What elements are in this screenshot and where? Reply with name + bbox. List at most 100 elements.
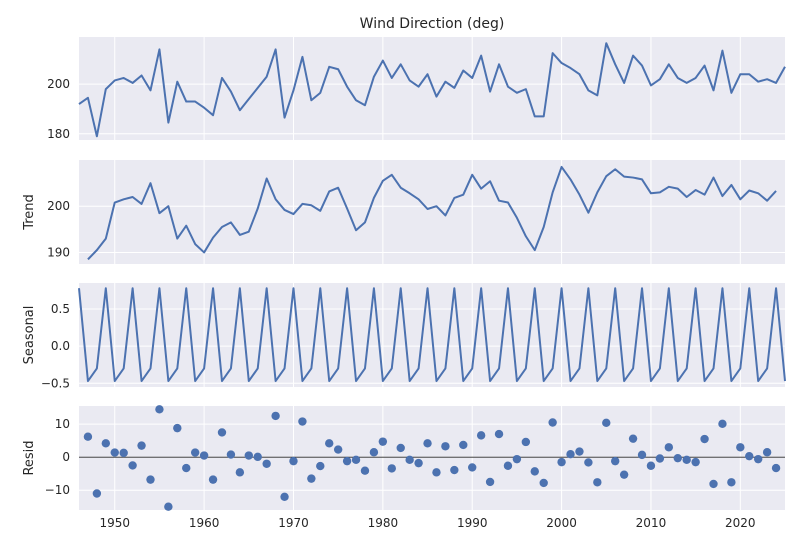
- resid-point: [745, 451, 754, 461]
- resid-y-tick-label: 0: [62, 450, 70, 464]
- resid-point: [673, 453, 682, 463]
- resid-point: [369, 448, 379, 457]
- resid-point: [753, 454, 763, 464]
- resid-point: [92, 489, 102, 498]
- observed-y-tick-label: 180: [47, 127, 70, 141]
- resid-point: [530, 467, 539, 476]
- resid-point: [718, 419, 727, 429]
- resid-y-tick-label: 10: [55, 417, 70, 431]
- resid-point: [602, 418, 611, 428]
- resid-point: [244, 451, 253, 460]
- resid-point: [164, 502, 173, 511]
- seasonal-y-tick-label: −0.5: [41, 376, 70, 390]
- resid-point: [378, 437, 388, 446]
- resid-point: [182, 463, 191, 473]
- resid-point: [468, 463, 477, 472]
- resid-point: [351, 455, 361, 465]
- resid-point: [432, 468, 441, 477]
- resid-point: [476, 431, 486, 440]
- resid-point: [128, 461, 137, 470]
- resid-point: [423, 439, 432, 448]
- resid-point: [253, 452, 262, 462]
- resid-point: [664, 443, 674, 452]
- seasonal-y-axis-label: Seasonal: [22, 306, 37, 365]
- resid-point: [316, 461, 325, 471]
- x-tick-label: 2010: [636, 516, 667, 530]
- resid-point: [503, 461, 513, 470]
- chart-title: Wind Direction (deg): [360, 16, 505, 32]
- resid-point: [387, 464, 396, 473]
- resid-point: [280, 492, 289, 501]
- resid-point: [682, 455, 691, 465]
- resid-point: [619, 470, 629, 479]
- resid-point: [137, 441, 146, 450]
- resid-point: [396, 443, 405, 453]
- resid-point: [235, 468, 245, 477]
- resid-point: [762, 448, 772, 457]
- resid-point: [146, 475, 155, 484]
- resid-point: [485, 477, 495, 487]
- resid-point: [557, 457, 566, 467]
- resid-point: [190, 448, 200, 457]
- resid-point: [325, 439, 334, 448]
- resid-panel-background: [79, 406, 785, 510]
- x-tick-label: 2020: [725, 516, 756, 530]
- resid-point: [110, 448, 119, 457]
- observed-panel-background: [79, 37, 785, 140]
- observed-y-tick-label: 200: [47, 77, 70, 91]
- resid-point: [494, 429, 504, 439]
- resid-point: [289, 456, 298, 466]
- resid-point: [611, 456, 620, 466]
- resid-point: [155, 405, 164, 414]
- observed-series-line: [78, 42, 786, 138]
- resid-point: [307, 474, 316, 483]
- x-tick-label: 2000: [546, 516, 577, 530]
- resid-point: [709, 479, 718, 489]
- x-tick-label: 1960: [189, 516, 220, 530]
- resid-point: [736, 443, 745, 452]
- resid-point: [414, 458, 423, 468]
- resid-point: [771, 463, 781, 473]
- resid-y-tick-label: −10: [45, 483, 70, 497]
- resid-point: [262, 459, 271, 468]
- trend-y-tick-label: 190: [47, 245, 70, 259]
- x-tick-label: 1990: [457, 516, 488, 530]
- resid-point: [119, 448, 128, 458]
- x-tick-label: 1970: [278, 516, 309, 530]
- resid-point: [691, 457, 700, 467]
- resid-point: [646, 461, 656, 470]
- seasonal-y-tick-label: 0.0: [51, 339, 70, 353]
- resid-point: [727, 478, 736, 487]
- resid-point: [217, 428, 227, 437]
- resid-point: [637, 450, 647, 460]
- seasonal-series-line: [78, 287, 786, 383]
- resid-point: [226, 450, 236, 459]
- resid-point: [628, 434, 638, 443]
- resid-point: [208, 475, 218, 484]
- resid-point: [521, 437, 531, 447]
- resid-y-axis-label: Resid: [22, 440, 37, 475]
- resid-point: [539, 478, 548, 488]
- resid-point: [575, 447, 584, 456]
- resid-point: [342, 456, 352, 466]
- resid-point: [199, 451, 209, 460]
- resid-point: [441, 442, 450, 451]
- resid-point: [298, 417, 307, 426]
- resid-point: [360, 466, 370, 475]
- x-tick-label: 1950: [99, 516, 130, 530]
- resid-point: [405, 455, 414, 465]
- x-tick-label: 1980: [368, 516, 399, 530]
- resid-point: [173, 423, 182, 433]
- trend-y-tick-label: 200: [47, 199, 70, 213]
- resid-point: [333, 445, 343, 454]
- resid-point: [459, 440, 468, 450]
- resid-point: [700, 434, 709, 444]
- seasonal-y-tick-label: 0.5: [51, 302, 70, 316]
- trend-panel-background: [79, 160, 785, 264]
- resid-point: [655, 454, 665, 463]
- resid-point: [566, 450, 575, 459]
- resid-point: [593, 478, 602, 487]
- trend-series-line: [87, 165, 777, 261]
- resid-point: [512, 454, 522, 464]
